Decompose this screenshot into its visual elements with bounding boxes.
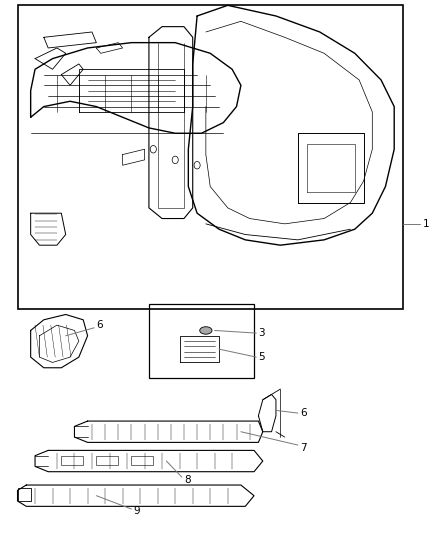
Bar <box>61 456 83 465</box>
Bar <box>149 304 254 378</box>
Text: 7: 7 <box>300 443 307 453</box>
Ellipse shape <box>200 327 212 334</box>
Bar <box>18 5 403 309</box>
Text: 1: 1 <box>423 219 429 229</box>
Text: 6: 6 <box>96 320 103 330</box>
Bar <box>131 456 153 465</box>
Text: 3: 3 <box>258 328 265 338</box>
Text: 5: 5 <box>258 352 265 362</box>
Text: 9: 9 <box>134 506 140 515</box>
Text: 8: 8 <box>184 475 191 484</box>
Text: 6: 6 <box>300 408 307 418</box>
Bar <box>96 456 118 465</box>
